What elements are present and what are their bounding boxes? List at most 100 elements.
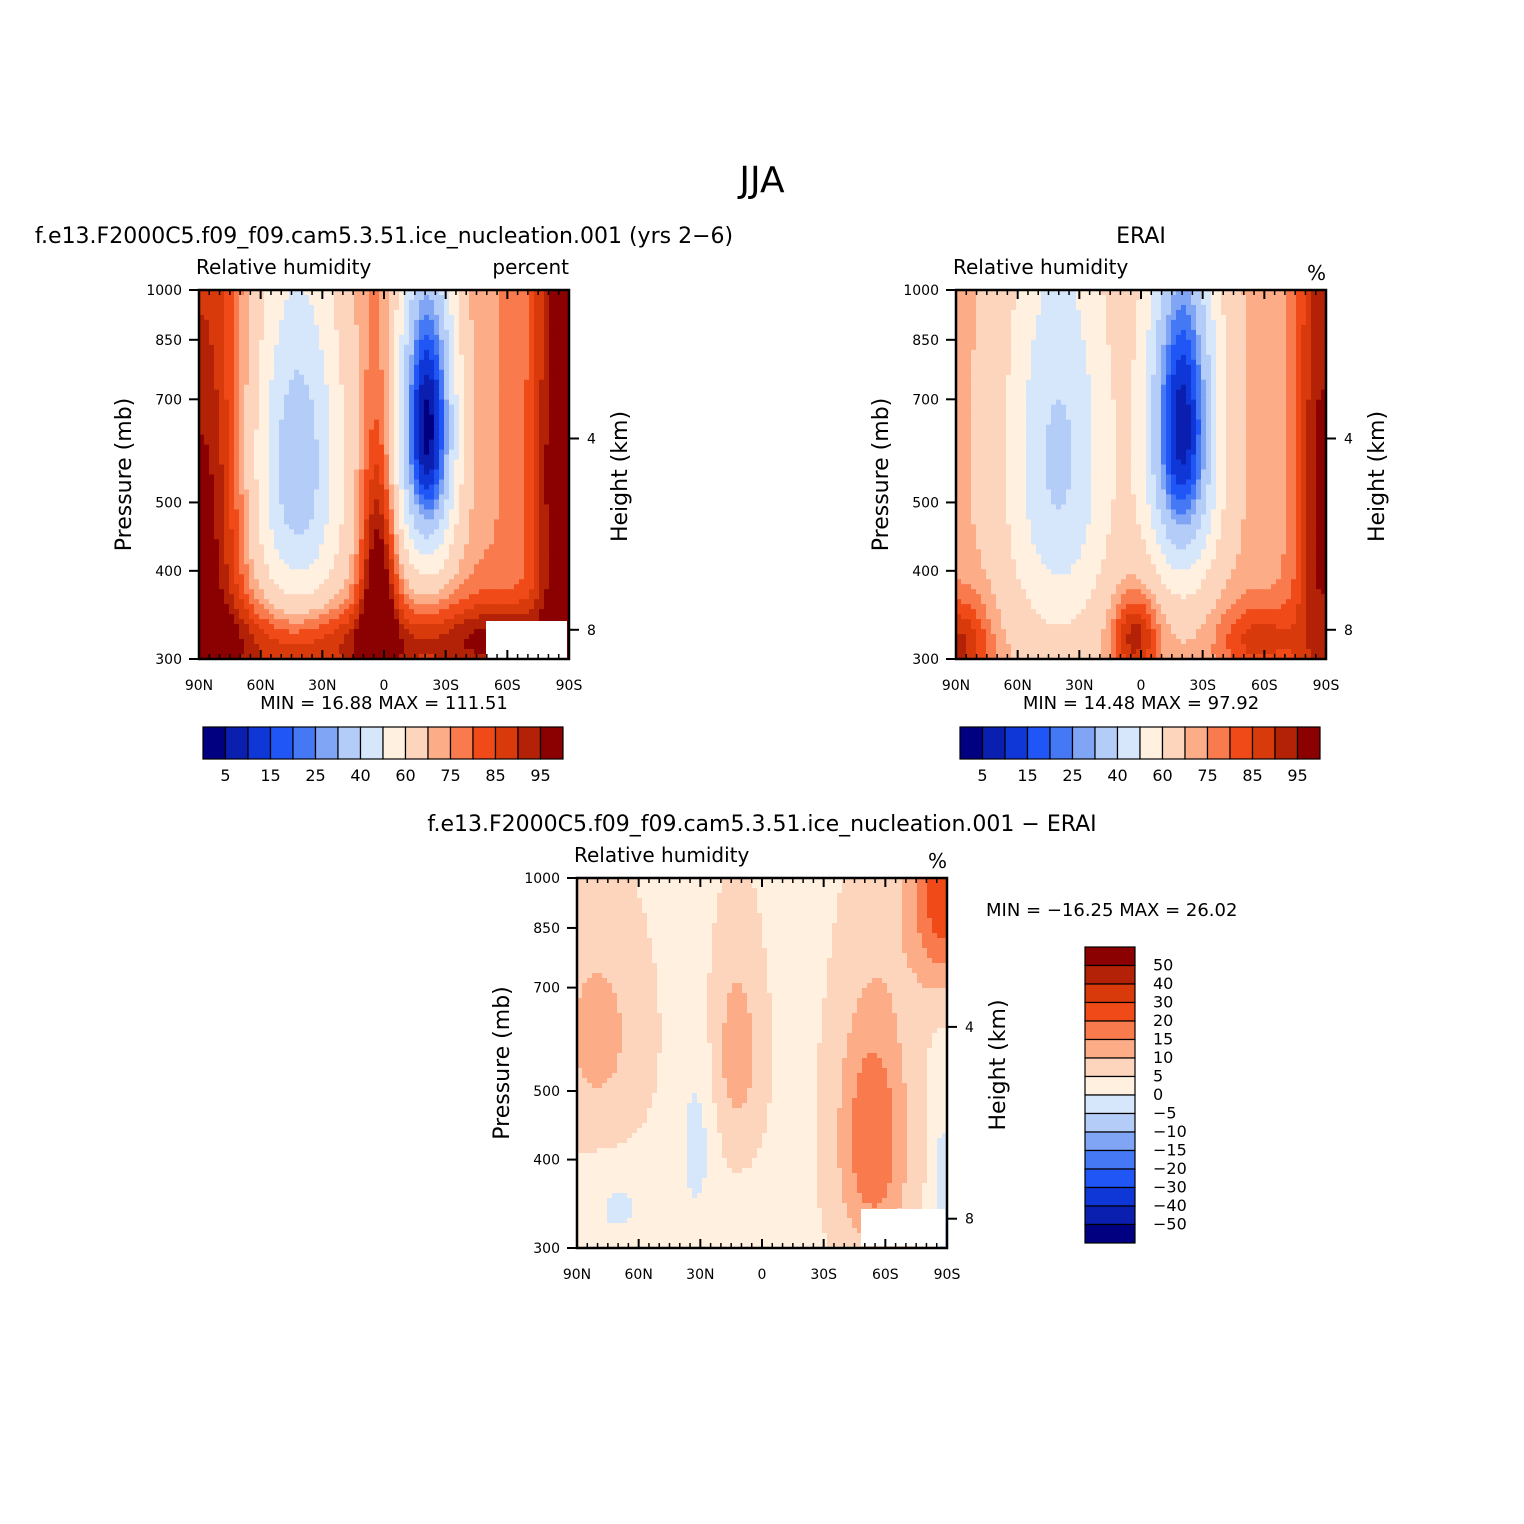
field-cell bbox=[559, 604, 565, 610]
field-cell bbox=[274, 509, 280, 515]
field-cell bbox=[484, 604, 490, 610]
field-cell bbox=[379, 384, 385, 391]
field-cell bbox=[289, 624, 295, 630]
field-cell bbox=[299, 459, 305, 466]
field-cell bbox=[249, 529, 255, 535]
field-cell bbox=[434, 489, 440, 496]
field-cell bbox=[454, 564, 460, 570]
field-cell bbox=[199, 624, 205, 630]
field-cell bbox=[259, 379, 265, 386]
field-cell bbox=[289, 419, 295, 426]
field-cell bbox=[459, 494, 465, 501]
field-cell bbox=[239, 379, 245, 386]
field-cell bbox=[494, 584, 500, 590]
field-cell bbox=[294, 304, 300, 311]
field-cell bbox=[329, 314, 335, 321]
field-cell bbox=[549, 399, 555, 406]
field-cell bbox=[409, 404, 415, 411]
field-cell bbox=[359, 344, 365, 351]
field-cell bbox=[389, 429, 395, 436]
field-cell bbox=[399, 339, 405, 346]
field-cell bbox=[409, 444, 415, 451]
field-cell bbox=[559, 454, 565, 461]
field-cell bbox=[544, 609, 550, 615]
field-cell bbox=[234, 290, 240, 296]
field-cell bbox=[204, 499, 210, 506]
field-cell bbox=[494, 574, 500, 580]
field-cell bbox=[449, 454, 455, 461]
field-cell bbox=[494, 524, 500, 530]
field-cell bbox=[544, 614, 550, 620]
field-cell bbox=[544, 534, 550, 540]
field-cell bbox=[479, 529, 485, 535]
field-cell bbox=[454, 424, 460, 431]
field-cell bbox=[319, 619, 325, 625]
field-cell bbox=[459, 589, 465, 595]
field-cell bbox=[394, 319, 400, 326]
field-cell bbox=[419, 594, 425, 600]
field-cell bbox=[299, 604, 305, 610]
field-cell bbox=[339, 404, 345, 411]
field-cell bbox=[474, 364, 480, 371]
field-cell bbox=[434, 344, 440, 351]
field-cell bbox=[509, 429, 515, 436]
field-cell bbox=[294, 529, 300, 535]
field-cell bbox=[249, 479, 255, 486]
field-cell bbox=[409, 290, 415, 296]
field-cell bbox=[214, 624, 220, 630]
field-cell bbox=[279, 334, 285, 341]
field-cell bbox=[379, 344, 385, 351]
field-cell bbox=[259, 314, 265, 321]
field-cell bbox=[299, 599, 305, 605]
field-cell bbox=[309, 354, 315, 361]
field-cell bbox=[399, 429, 405, 436]
field-cell bbox=[379, 569, 385, 575]
field-cell bbox=[309, 309, 315, 316]
field-cell bbox=[284, 424, 290, 431]
field-cell bbox=[394, 334, 400, 341]
field-cell bbox=[394, 290, 400, 296]
field-cell bbox=[494, 339, 500, 346]
field-cell bbox=[509, 374, 515, 381]
field-cell bbox=[264, 314, 270, 321]
field-cell bbox=[419, 564, 425, 570]
field-cell bbox=[449, 569, 455, 575]
field-cell bbox=[424, 574, 430, 580]
field-cell bbox=[329, 609, 335, 615]
field-cell bbox=[444, 489, 450, 496]
field-cell bbox=[209, 564, 215, 570]
field-cell bbox=[319, 499, 325, 506]
field-cell bbox=[529, 479, 535, 486]
field-cell bbox=[209, 364, 215, 371]
field-cell bbox=[544, 464, 550, 471]
field-cell bbox=[524, 484, 530, 491]
field-cell bbox=[354, 619, 360, 625]
field-cell bbox=[389, 389, 395, 396]
field-cell bbox=[519, 419, 525, 426]
field-cell bbox=[444, 529, 450, 535]
field-cell bbox=[209, 489, 215, 496]
field-cell bbox=[389, 404, 395, 411]
field-cell bbox=[364, 389, 370, 396]
field-cell bbox=[449, 364, 455, 371]
field-cell bbox=[304, 599, 310, 605]
field-cell bbox=[539, 344, 545, 351]
field-cell bbox=[204, 329, 210, 336]
field-cell bbox=[549, 349, 555, 356]
field-cell bbox=[494, 614, 500, 620]
field-cell bbox=[294, 294, 300, 301]
field-cell bbox=[279, 499, 285, 506]
field-cell bbox=[399, 544, 405, 550]
field-cell bbox=[314, 579, 320, 585]
field-cell bbox=[419, 414, 425, 421]
field-cell bbox=[409, 329, 415, 336]
field-cell bbox=[289, 304, 295, 311]
field-cell bbox=[399, 334, 405, 341]
field-cell bbox=[434, 404, 440, 411]
field-cell bbox=[359, 329, 365, 336]
field-cell bbox=[304, 549, 310, 555]
field-cell bbox=[539, 444, 545, 451]
field-cell bbox=[309, 489, 315, 496]
field-cell bbox=[544, 544, 550, 550]
field-cell bbox=[214, 414, 220, 421]
